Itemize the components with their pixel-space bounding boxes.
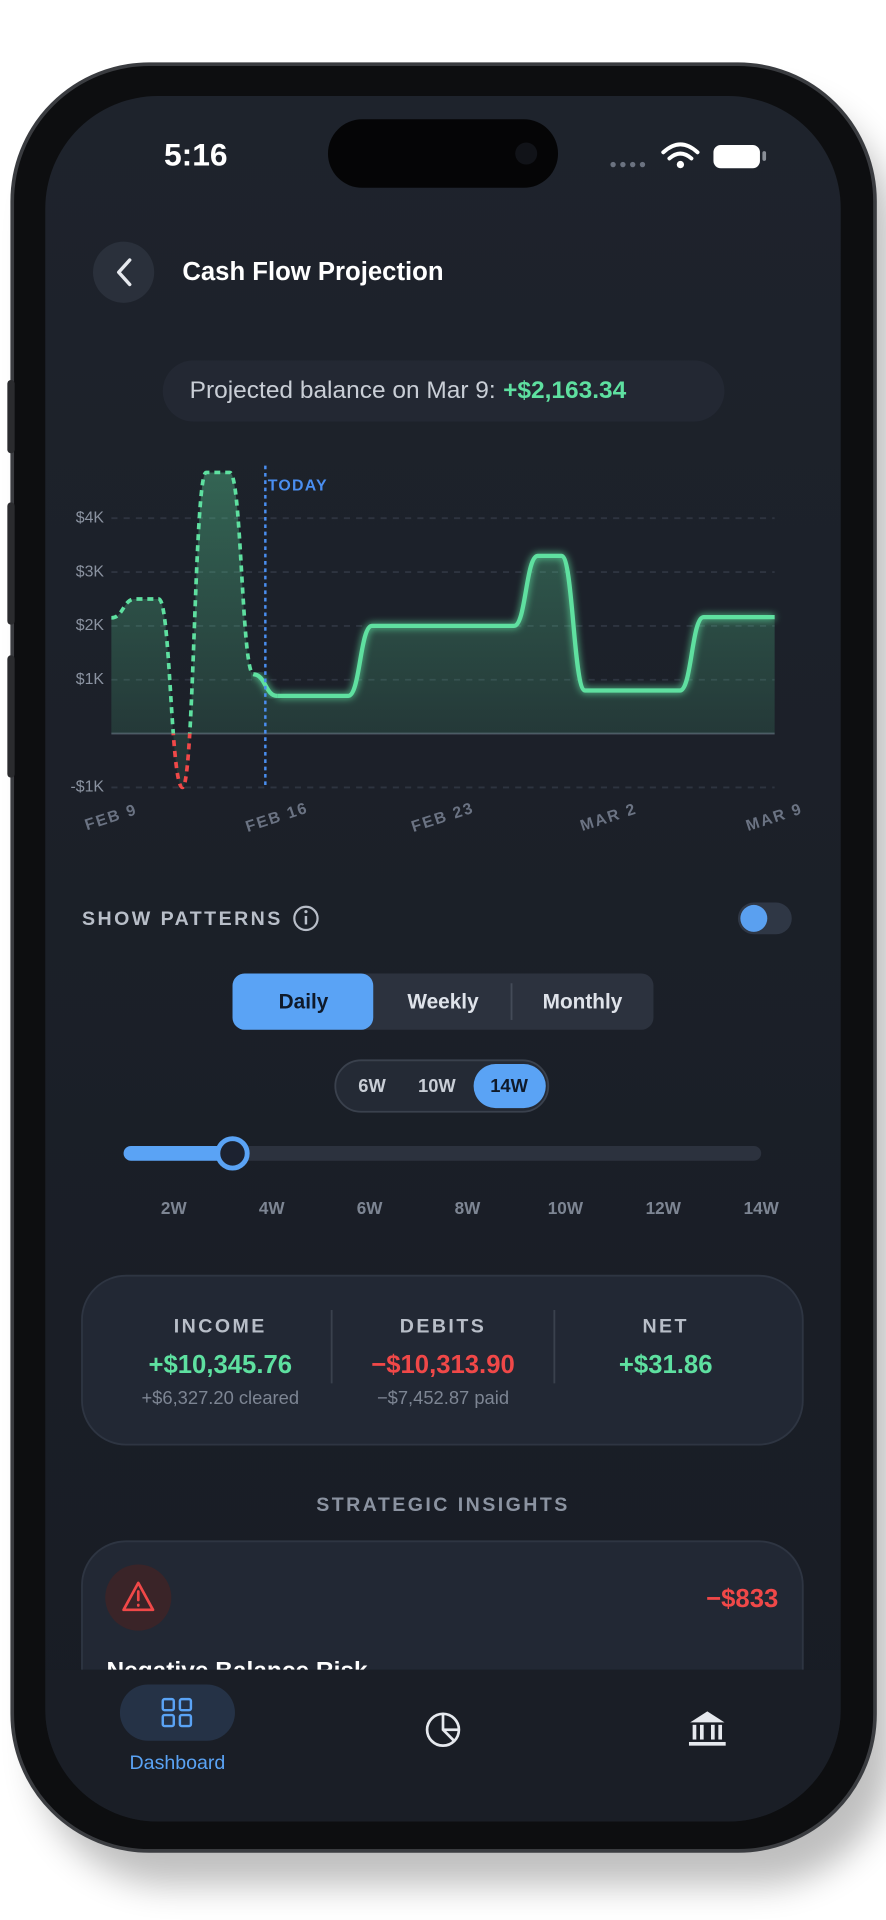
slider-label: 12W <box>646 1198 682 1218</box>
projection-text: Projected balance on Mar 9: +$2,163.34 <box>190 378 627 405</box>
slider-label: 6W <box>357 1198 384 1218</box>
projection-pill <box>162 360 725 422</box>
tab-dashboard[interactable]: Dashboard <box>119 1684 235 1774</box>
summary-label: NET <box>642 1315 689 1337</box>
line-projected <box>277 553 775 699</box>
line-projected-past <box>111 470 256 790</box>
slider-label: 4W <box>259 1198 286 1218</box>
tab-analytics[interactable] <box>425 1712 461 1747</box>
back-button[interactable] <box>93 241 155 303</box>
dynamic-island <box>327 119 559 188</box>
slider-labels: 2W 4W 6W 8W 10W 12W 14W <box>161 1198 780 1218</box>
y-tick-label: $1K <box>76 671 105 688</box>
slider-knob[interactable] <box>215 1136 250 1171</box>
tab-label: Dashboard <box>130 1752 226 1774</box>
summary-detail: +$6,327.20 cleared <box>141 1387 299 1408</box>
slider-fill <box>123 1146 233 1161</box>
scroll-area: Cash Flow Projection Projected balance o… <box>70 241 805 1786</box>
side-button <box>7 502 15 625</box>
patterns-toggle[interactable] <box>737 902 792 935</box>
y-tick-label: $2K <box>76 617 105 634</box>
range-active <box>473 1064 546 1109</box>
info-icon[interactable] <box>293 905 319 932</box>
today-label: TODAY <box>268 478 328 495</box>
area-fill <box>111 472 775 788</box>
segment-active <box>232 973 374 1030</box>
battery-icon <box>713 144 760 169</box>
insight-amount: −$833 <box>706 1585 778 1613</box>
slider-label: 8W <box>455 1198 482 1218</box>
slider-track <box>123 1146 762 1161</box>
summary-label: INCOME <box>174 1315 267 1337</box>
patterns-label: SHOW PATTERNS <box>82 908 283 930</box>
side-button <box>7 379 15 454</box>
segment-option[interactable]: Daily <box>279 990 329 1013</box>
y-tick-label: -$1K <box>70 779 104 796</box>
range-option[interactable]: 10W <box>418 1075 456 1096</box>
camera <box>515 142 538 165</box>
slider-label: 10W <box>548 1198 584 1218</box>
segment-option[interactable]: Monthly <box>543 990 623 1013</box>
range-option[interactable]: 6W <box>358 1075 386 1096</box>
summary-value: +$10,345.76 <box>148 1351 292 1379</box>
summary-card <box>81 1274 804 1446</box>
page-title: Cash Flow Projection <box>182 258 443 286</box>
summary-label: DEBITS <box>400 1315 486 1337</box>
range-option[interactable]: 14W <box>490 1075 528 1096</box>
battery-tip <box>762 151 767 161</box>
y-tick-label: $4K <box>76 509 105 526</box>
summary-value: +$31.86 <box>619 1351 713 1379</box>
tab-accounts[interactable] <box>688 1711 726 1746</box>
slider-label: 2W <box>161 1198 188 1218</box>
signal-icon <box>610 161 646 168</box>
summary-value: −$10,313.90 <box>371 1351 515 1379</box>
summary-detail: −$7,452.87 paid <box>377 1387 509 1408</box>
wifi-icon <box>661 142 700 161</box>
wifi-dot <box>676 160 685 169</box>
insight-card[interactable] <box>81 1540 804 1786</box>
segment-option[interactable]: Weekly <box>407 990 479 1013</box>
section-title: STRATEGIC INSIGHTS <box>316 1494 570 1516</box>
y-tick-label: $3K <box>76 563 105 580</box>
screen-content: 5:16 Cash Flow Projection Projected bala… <box>45 119 841 1822</box>
warning-icon <box>122 1581 155 1612</box>
insight-title: Negative Balance Risk <box>106 1658 368 1685</box>
slider-label: 14W <box>744 1198 780 1218</box>
line-connector <box>253 672 278 699</box>
status-time: 5:16 <box>164 137 228 173</box>
projection-label: Projected balance on Mar 9: <box>190 378 496 405</box>
side-button <box>7 655 15 778</box>
projection-value: +$2,163.34 <box>503 378 627 405</box>
